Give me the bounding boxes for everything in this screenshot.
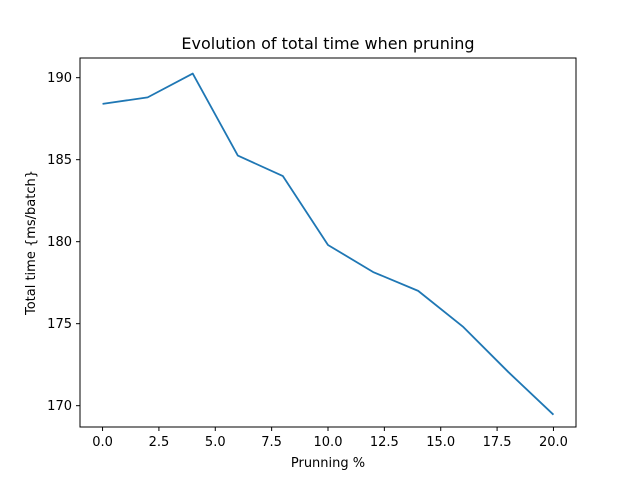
x-tick-label: 17.5 bbox=[483, 435, 512, 450]
x-tick-label: 20.0 bbox=[539, 435, 568, 450]
x-tick-label: 7.5 bbox=[261, 435, 282, 450]
chart-title: Evolution of total time when pruning bbox=[181, 34, 474, 53]
y-tick-label: 170 bbox=[47, 399, 72, 414]
y-tick-label: 175 bbox=[47, 317, 72, 332]
plot-frame bbox=[79, 57, 577, 428]
x-tick-label: 15.0 bbox=[426, 435, 455, 450]
y-tick-label: 190 bbox=[47, 71, 72, 86]
x-tick-label: 2.5 bbox=[149, 435, 170, 450]
y-tick-label: 180 bbox=[47, 235, 72, 250]
x-tick-label: 5.0 bbox=[205, 435, 226, 450]
x-tick-label: 0.0 bbox=[92, 435, 113, 450]
x-tick-label: 12.5 bbox=[370, 435, 399, 450]
x-axis-label: Prunning % bbox=[291, 456, 365, 471]
y-axis: 170 175 180 185 190 bbox=[47, 71, 80, 414]
x-axis: 0.0 2.5 5.0 7.5 10.0 12.5 15.0 17.5 20.0 bbox=[92, 427, 568, 450]
series-line bbox=[102, 72, 555, 416]
x-tick-label: 10.0 bbox=[314, 435, 343, 450]
plot-area: 0.0 2.5 5.0 7.5 10.0 12.5 15.0 17.5 20.0 1701751… bbox=[47, 57, 577, 450]
y-axis-label: Total time {ms/batch} bbox=[24, 170, 39, 316]
y-tick-label: 185 bbox=[47, 153, 72, 168]
series-layer bbox=[102, 72, 555, 416]
